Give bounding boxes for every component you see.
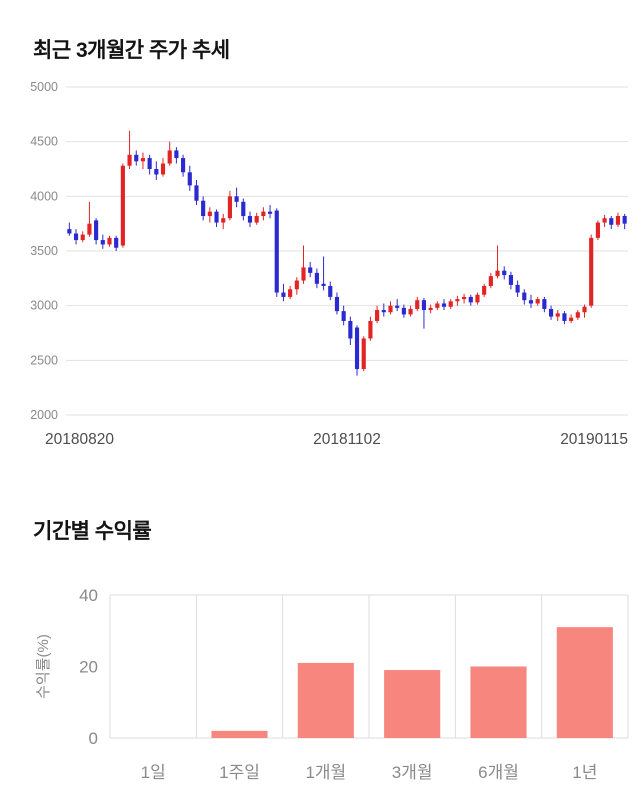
svg-text:20180820: 20180820: [45, 431, 114, 448]
svg-text:1년: 1년: [572, 763, 597, 782]
price-chart-title: 최근 3개월간 주가 추세: [33, 39, 230, 62]
svg-text:4500: 4500: [30, 135, 58, 149]
svg-text:6개월: 6개월: [478, 763, 519, 782]
returns-title: 기간별 수익률: [33, 520, 152, 543]
svg-text:0: 0: [89, 729, 98, 748]
svg-text:3개월: 3개월: [392, 763, 433, 782]
svg-text:20: 20: [79, 658, 98, 677]
svg-text:2000: 2000: [30, 408, 58, 422]
svg-text:3000: 3000: [30, 299, 58, 313]
svg-text:1주일: 1주일: [219, 763, 260, 782]
candlestick-chart-container: 2000 2500 3000 3500 4000 4500 5000 20180820 2018…: [0, 72, 640, 457]
svg-text:2500: 2500: [30, 353, 58, 367]
svg-text:40: 40: [79, 586, 98, 605]
svg-text:1일: 1일: [141, 763, 166, 782]
svg-text:수익률(%): 수익률(%): [35, 634, 52, 699]
returns-bar-chart: 0 20 40 수익률(%) 1일 1주일 1개월 3개월 6개월 1년: [35, 586, 629, 782]
svg-text:4000: 4000: [30, 189, 58, 203]
svg-text:20181102: 20181102: [313, 431, 381, 448]
returns-bar-chart-container: 0 20 40 수익률(%) 1일 1주일 1개월 3개월 6개월 1년: [0, 553, 640, 798]
svg-text:5000: 5000: [30, 80, 58, 94]
svg-text:3500: 3500: [30, 244, 58, 258]
candlestick-chart: 2000 2500 3000 3500 4000 4500 5000 20180820 2018…: [30, 80, 628, 448]
svg-text:20190115: 20190115: [560, 431, 628, 448]
svg-text:1개월: 1개월: [305, 763, 346, 782]
